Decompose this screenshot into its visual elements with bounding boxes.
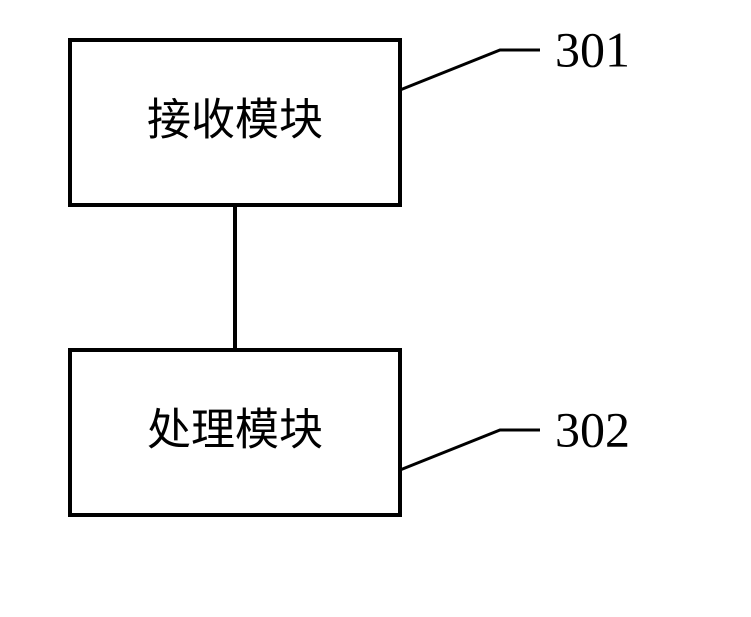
node-number: 302 — [555, 401, 630, 457]
node-number: 301 — [555, 21, 630, 77]
node-label: 接收模块 — [147, 96, 323, 145]
node-label: 处理模块 — [147, 406, 323, 455]
